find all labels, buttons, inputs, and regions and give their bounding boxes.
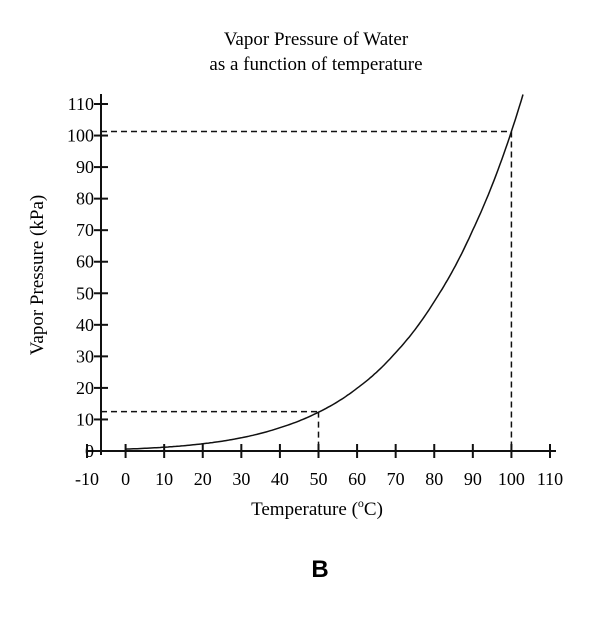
figure-label: B: [311, 556, 328, 583]
x-tick-label: 90: [464, 469, 482, 489]
x-tick-label: 110: [537, 469, 563, 489]
x-tick-label: 20: [194, 469, 212, 489]
x-tick-label: 60: [348, 469, 366, 489]
y-tick-label: 110: [68, 94, 94, 114]
plot-area: 0 10 20 30 40 50 60 70 80 90 100 110 -10 0 10 20 30 40 50 6…: [67, 94, 563, 489]
y-tick-label: 80: [76, 189, 94, 209]
y-tick-label: 50: [76, 283, 94, 303]
y-tick-label: 40: [76, 315, 94, 335]
y-tick-label: 20: [76, 378, 94, 398]
x-tick-label: 10: [155, 469, 173, 489]
y-tick-label: 90: [76, 157, 94, 177]
x-axis-label: Temperature (oC): [251, 496, 383, 520]
y-tick-label: 0: [85, 441, 94, 461]
vapor-pressure-curve: [125, 94, 524, 450]
chart-title: Vapor Pressure of Water: [224, 29, 409, 50]
y-tick-label: 30: [76, 346, 94, 366]
y-tick-label: 70: [76, 220, 94, 240]
y-tick-label: 100: [67, 126, 94, 146]
chart-subtitle: as a function of temperature: [209, 54, 422, 75]
y-tick-label: 60: [76, 252, 94, 272]
x-tick-label: 30: [232, 469, 250, 489]
x-tick-label: 50: [310, 469, 328, 489]
y-tick-label: 10: [76, 409, 94, 429]
x-tick-label: 0: [121, 469, 130, 489]
x-tick-label: 100: [498, 469, 525, 489]
x-axis-label-degree: o: [358, 496, 364, 510]
x-axis-label-main: Temperature (: [251, 499, 358, 520]
x-tick-label: -10: [75, 469, 99, 489]
x-tick-label: 70: [387, 469, 405, 489]
x-axis-label-end: C): [364, 499, 383, 520]
x-tick-label: 40: [271, 469, 289, 489]
y-axis-label: Vapor Pressure (kPa): [27, 195, 48, 355]
x-tick-label: 80: [425, 469, 443, 489]
